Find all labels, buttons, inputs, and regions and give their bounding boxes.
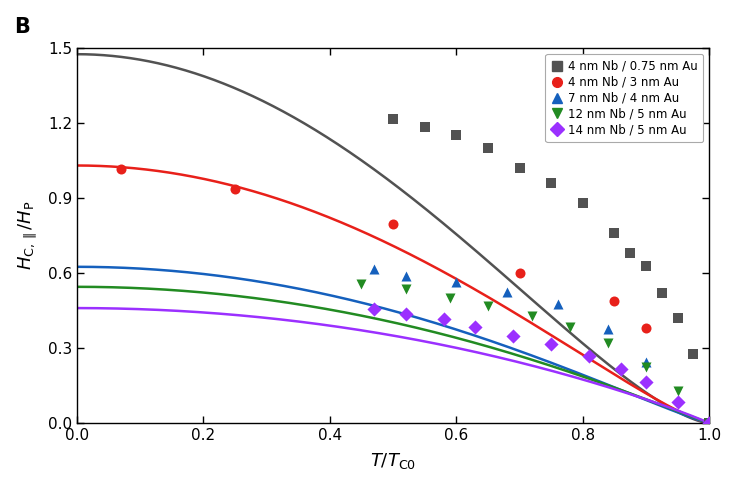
X-axis label: $T/T_{\mathrm{C0}}$: $T/T_{\mathrm{C0}}$: [370, 451, 416, 471]
Point: [640, 358, 652, 366]
Point: [551, 301, 563, 308]
Point: [703, 419, 715, 427]
Point: [387, 221, 399, 228]
Point: [615, 366, 627, 373]
Point: [640, 363, 652, 371]
Point: [387, 115, 399, 123]
Point: [356, 281, 368, 288]
Point: [565, 323, 576, 331]
Point: [501, 288, 513, 296]
Text: B: B: [14, 17, 30, 37]
Point: [545, 341, 557, 348]
Point: [583, 352, 595, 360]
Point: [115, 165, 127, 173]
Point: [703, 419, 715, 427]
Y-axis label: $H_{\mathrm{C,\parallel}}/H_{\mathrm{P}}$: $H_{\mathrm{C,\parallel}}/H_{\mathrm{P}}…: [17, 201, 39, 270]
Point: [640, 262, 652, 269]
Point: [368, 265, 380, 273]
Point: [672, 386, 683, 394]
Point: [418, 123, 430, 131]
Point: [507, 332, 519, 340]
Point: [400, 310, 412, 318]
Point: [545, 179, 557, 187]
Point: [672, 314, 683, 322]
Point: [640, 324, 652, 332]
Point: [577, 199, 589, 207]
Point: [469, 323, 481, 331]
Point: [444, 294, 456, 302]
Point: [602, 325, 614, 333]
Point: [229, 185, 241, 193]
Point: [703, 419, 715, 427]
Point: [609, 297, 621, 305]
Point: [672, 398, 683, 406]
Point: [688, 350, 700, 358]
Point: [450, 278, 462, 285]
Point: [640, 378, 652, 386]
Point: [514, 164, 525, 172]
Point: [438, 315, 449, 323]
Point: [703, 419, 715, 427]
Point: [656, 289, 668, 297]
Point: [609, 229, 621, 237]
Point: [482, 302, 494, 309]
Point: [368, 305, 380, 313]
Point: [703, 419, 715, 427]
Point: [482, 144, 494, 152]
Point: [602, 339, 614, 347]
Point: [624, 249, 636, 257]
Legend: 4 nm Nb / 0.75 nm Au, 4 nm Nb / 3 nm Au, 7 nm Nb / 4 nm Au, 12 nm Nb / 5 nm Au, : 4 nm Nb / 0.75 nm Au, 4 nm Nb / 3 nm Au,…: [545, 54, 703, 142]
Point: [514, 269, 525, 277]
Point: [526, 312, 538, 320]
Point: [400, 285, 412, 293]
Point: [450, 132, 462, 140]
Point: [400, 272, 412, 280]
